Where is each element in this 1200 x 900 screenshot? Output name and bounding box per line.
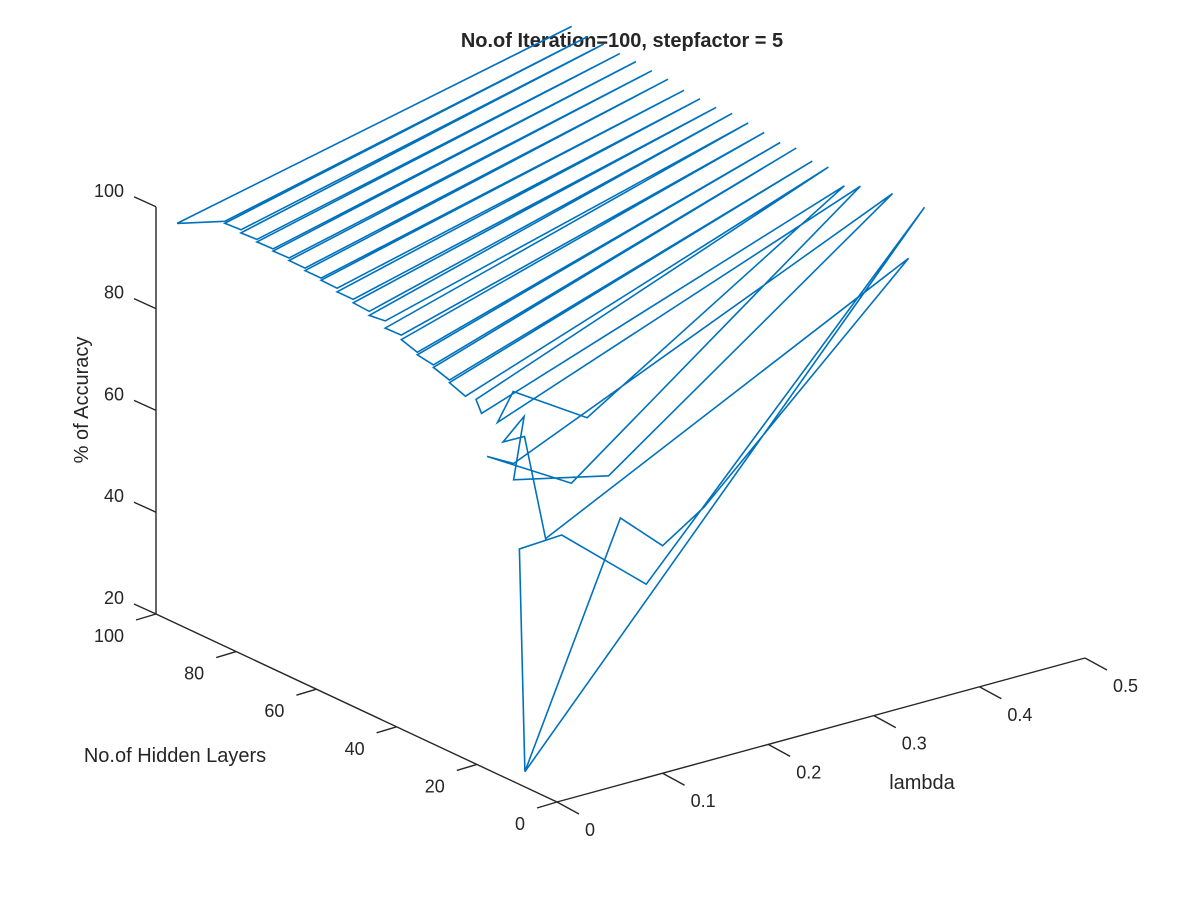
z-tick-label: 80 [104, 283, 124, 303]
y-tick-mark [215, 650, 237, 659]
x-axis-label: lambda [889, 772, 955, 794]
x-tick-mark [556, 801, 580, 815]
y-tick-label: 40 [345, 739, 365, 759]
x-tick-label: 0 [585, 820, 595, 840]
series-line-0 [176, 25, 926, 773]
y-tick-mark [456, 763, 478, 772]
plot-area [176, 25, 926, 773]
z-tick-mark [133, 603, 157, 615]
y-tick-mark [135, 613, 157, 621]
x-tick-label: 0.1 [691, 791, 716, 811]
x-axis-line [556, 657, 1086, 803]
x-tick-label: 0.3 [902, 734, 927, 754]
y-tick-mark [376, 726, 397, 734]
z-tick-mark [133, 297, 157, 310]
x-tick-label: 0.2 [796, 762, 821, 782]
y-axis-label: No.of Hidden Layers [84, 745, 266, 767]
y-tick-label: 80 [184, 664, 204, 684]
z-axis-ticks: 20 40 60 80 100 [94, 181, 157, 615]
z-tick-label: 60 [104, 384, 124, 404]
y-tick-label: 60 [264, 701, 284, 721]
x-tick-label: 0.4 [1007, 705, 1032, 725]
z-tick-label: 40 [104, 486, 124, 506]
y-tick-label: 0 [515, 814, 525, 834]
x-tick-label: 0.5 [1113, 676, 1138, 696]
y-axis-line [155, 613, 558, 803]
x-axis-ticks: 0 0.1 0.2 0.3 0.4 0.5 [556, 657, 1138, 840]
y-tick-label: 20 [425, 776, 445, 796]
y-tick-mark [296, 688, 317, 696]
y-tick-mark [536, 801, 558, 809]
z-tick-label: 100 [94, 181, 124, 201]
y-axis-ticks: 0 20 40 60 80 100 [94, 613, 558, 834]
x-tick-mark [979, 686, 1002, 700]
x-tick-mark [662, 772, 685, 786]
z-tick-mark [133, 196, 157, 208]
x-tick-mark [873, 714, 897, 729]
y-tick-label: 100 [94, 626, 124, 646]
z-tick-label: 20 [104, 588, 124, 608]
z-tick-mark [133, 399, 157, 412]
x-tick-mark [1084, 657, 1108, 671]
x-tick-mark [767, 743, 791, 758]
z-tick-mark [133, 501, 157, 513]
z-axis-label: % of Accuracy [71, 337, 93, 464]
chart-title: No.of Iteration=100, stepfactor = 5 [461, 30, 783, 52]
